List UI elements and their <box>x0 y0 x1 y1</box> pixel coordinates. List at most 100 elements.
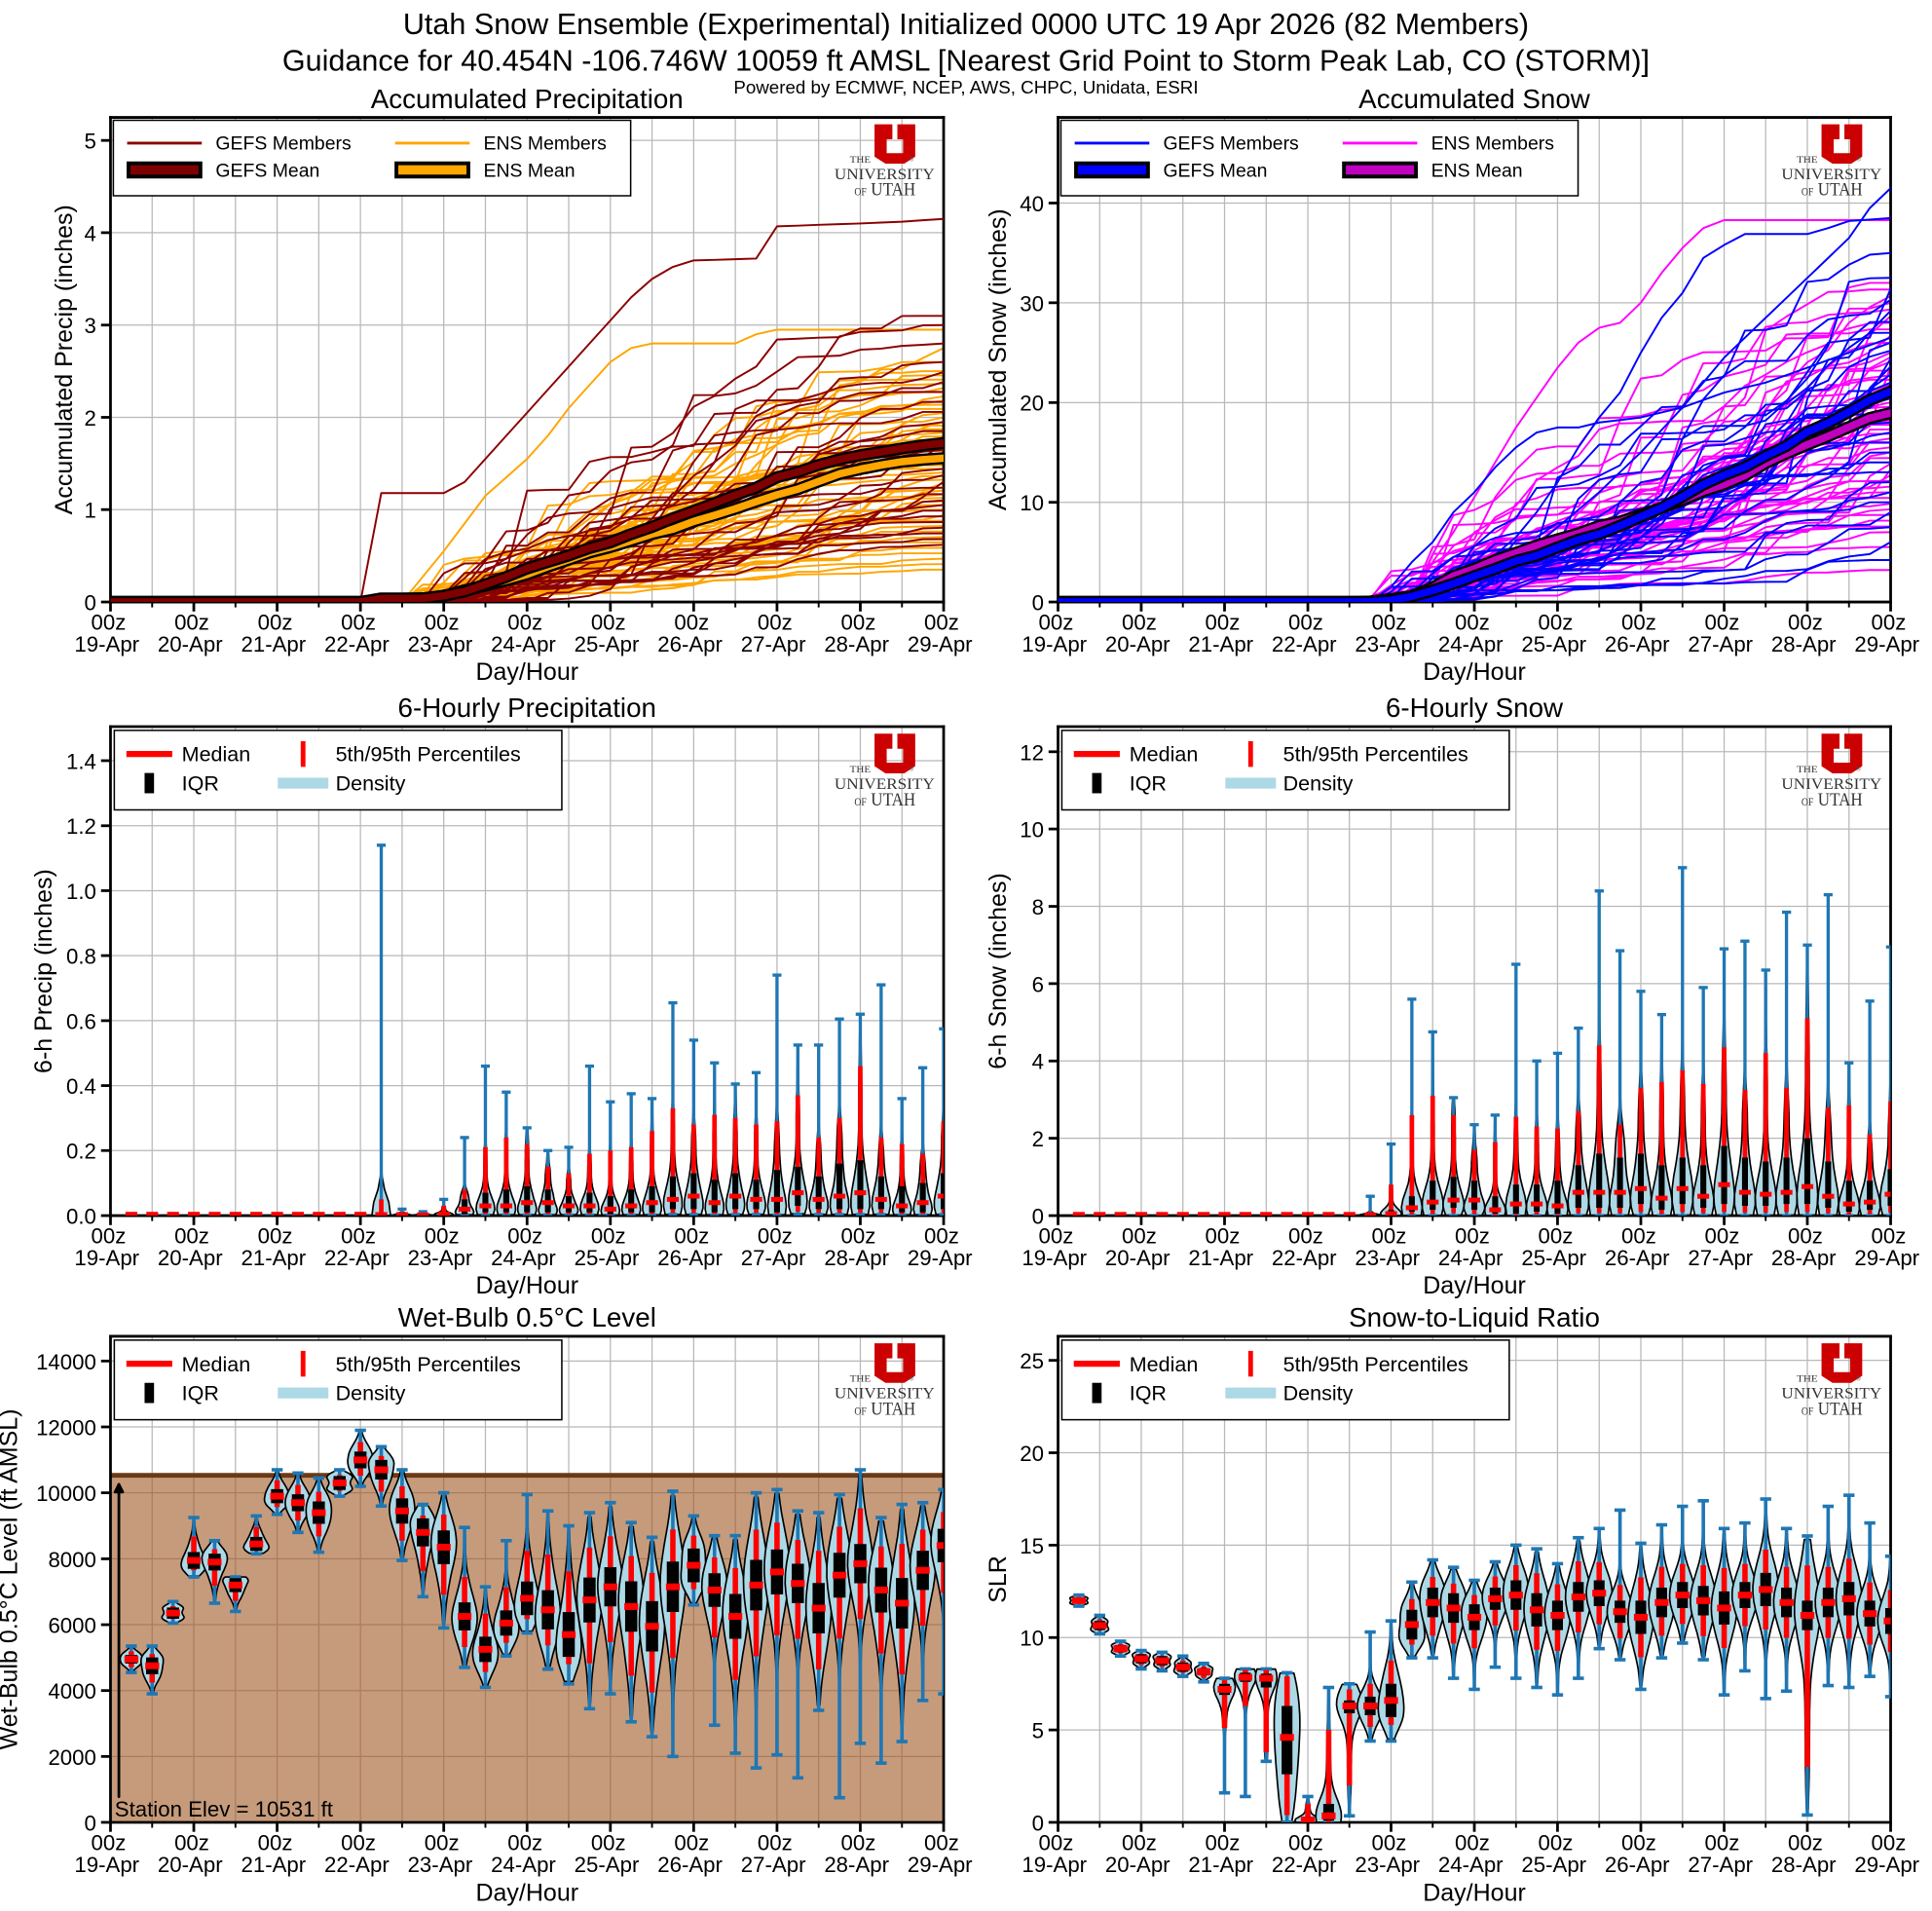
svg-text:10000: 10000 <box>36 1481 96 1506</box>
svg-text:4: 4 <box>85 221 96 245</box>
svg-text:00z: 00z <box>92 1224 127 1249</box>
svg-text:00z: 00z <box>1621 611 1656 635</box>
svg-text:19-Apr: 19-Apr <box>74 1246 139 1270</box>
svg-text:28-Apr: 28-Apr <box>824 632 889 656</box>
svg-text:20-Apr: 20-Apr <box>158 1853 223 1877</box>
svg-text:UNIVERSITY: UNIVERSITY <box>835 776 935 793</box>
svg-text:21-Apr: 21-Apr <box>241 632 306 656</box>
svg-text:23-Apr: 23-Apr <box>408 1246 473 1270</box>
svg-text:00z: 00z <box>758 611 793 635</box>
svg-text:00z: 00z <box>341 611 376 635</box>
svg-text:26-Apr: 26-Apr <box>1605 1246 1670 1270</box>
svg-text:00z: 00z <box>1539 1224 1574 1249</box>
svg-text:10: 10 <box>1020 818 1044 843</box>
svg-text:GEFS Members: GEFS Members <box>1163 133 1299 155</box>
svg-text:Day/Hour: Day/Hour <box>475 1272 578 1299</box>
svg-text:0.4: 0.4 <box>66 1074 96 1099</box>
svg-text:23-Apr: 23-Apr <box>1355 1246 1420 1270</box>
svg-text:5: 5 <box>1032 1719 1044 1743</box>
svg-text:00z: 00z <box>1122 1224 1157 1249</box>
svg-text:25-Apr: 25-Apr <box>575 1853 640 1877</box>
svg-text:IQR: IQR <box>1130 772 1167 796</box>
svg-text:26-Apr: 26-Apr <box>657 1853 723 1877</box>
svg-text:THE: THE <box>850 1373 872 1383</box>
svg-text:Density: Density <box>1283 1382 1354 1405</box>
svg-text:00z: 00z <box>92 611 127 635</box>
svg-text:28-Apr: 28-Apr <box>824 1246 889 1270</box>
svg-text:8: 8 <box>1032 895 1044 919</box>
svg-text:00z: 00z <box>1539 611 1574 635</box>
svg-text:5th/95th Percentiles: 5th/95th Percentiles <box>336 1353 521 1376</box>
svg-text:25-Apr: 25-Apr <box>1521 1853 1586 1877</box>
svg-text:THE: THE <box>1797 765 1818 774</box>
svg-text:®: ® <box>910 157 914 164</box>
svg-text:21-Apr: 21-Apr <box>1188 1246 1253 1270</box>
svg-text:24-Apr: 24-Apr <box>1438 1853 1504 1877</box>
svg-text:Day/Hour: Day/Hour <box>1423 658 1526 686</box>
svg-text:OF: OF <box>854 187 867 199</box>
svg-text:00z: 00z <box>1122 611 1157 635</box>
svg-text:00z: 00z <box>1288 1224 1323 1249</box>
svg-text:00z: 00z <box>258 1831 293 1855</box>
svg-text:®: ® <box>910 1375 914 1382</box>
svg-text:00z: 00z <box>425 611 460 635</box>
svg-text:UNIVERSITY: UNIVERSITY <box>1781 1386 1881 1403</box>
svg-text:00z: 00z <box>1206 1224 1241 1249</box>
svg-text:UTAH: UTAH <box>1818 180 1863 201</box>
svg-text:26-Apr: 26-Apr <box>1605 1853 1670 1877</box>
svg-text:0: 0 <box>85 1811 96 1835</box>
svg-text:OF: OF <box>1802 187 1814 199</box>
svg-text:00z: 00z <box>425 1224 460 1249</box>
svg-text:00z: 00z <box>174 1831 209 1855</box>
svg-text:27-Apr: 27-Apr <box>1688 1246 1753 1270</box>
svg-text:Wet-Bulb 0.5°C Level: Wet-Bulb 0.5°C Level <box>398 1302 656 1332</box>
svg-text:24-Apr: 24-Apr <box>1438 1246 1504 1270</box>
svg-text:Accumulated Snow (inches): Accumulated Snow (inches) <box>985 208 1012 510</box>
svg-text:28-Apr: 28-Apr <box>1771 1246 1837 1270</box>
svg-text:5: 5 <box>85 130 96 154</box>
svg-text:23-Apr: 23-Apr <box>1355 632 1420 656</box>
svg-text:Median: Median <box>182 1353 251 1376</box>
svg-text:4000: 4000 <box>48 1679 95 1704</box>
svg-text:15: 15 <box>1020 1534 1044 1558</box>
svg-text:21-Apr: 21-Apr <box>1188 632 1253 656</box>
svg-text:27-Apr: 27-Apr <box>1688 632 1753 656</box>
svg-text:6: 6 <box>1032 972 1044 996</box>
svg-text:00z: 00z <box>1872 1224 1907 1249</box>
svg-text:00z: 00z <box>1039 1831 1074 1855</box>
svg-text:20: 20 <box>1020 392 1044 416</box>
svg-text:00z: 00z <box>924 611 959 635</box>
svg-text:GEFS Members: GEFS Members <box>215 133 352 155</box>
svg-text:30: 30 <box>1020 291 1044 316</box>
svg-text:22-Apr: 22-Apr <box>324 1853 390 1877</box>
svg-text:00z: 00z <box>674 1831 709 1855</box>
svg-text:00z: 00z <box>591 611 626 635</box>
svg-text:20: 20 <box>1020 1442 1044 1466</box>
svg-text:Day/Hour: Day/Hour <box>475 1879 578 1906</box>
svg-text:27-Apr: 27-Apr <box>1688 1853 1753 1877</box>
svg-text:0.8: 0.8 <box>66 945 96 969</box>
svg-text:0: 0 <box>85 590 96 615</box>
svg-text:0: 0 <box>1032 1811 1044 1835</box>
svg-text:00z: 00z <box>1705 1831 1740 1855</box>
svg-text:0: 0 <box>1032 590 1044 615</box>
svg-text:Day/Hour: Day/Hour <box>1423 1272 1526 1299</box>
svg-text:2000: 2000 <box>48 1745 95 1770</box>
svg-text:20-Apr: 20-Apr <box>1105 1246 1170 1270</box>
svg-text:SLR: SLR <box>985 1555 1012 1603</box>
svg-text:00z: 00z <box>1372 1831 1407 1855</box>
svg-text:20-Apr: 20-Apr <box>1105 1853 1170 1877</box>
svg-text:®: ® <box>1856 1375 1861 1382</box>
svg-text:00z: 00z <box>507 1831 542 1855</box>
svg-text:00z: 00z <box>1039 611 1074 635</box>
svg-text:24-Apr: 24-Apr <box>1438 632 1504 656</box>
svg-text:22-Apr: 22-Apr <box>1272 1246 1337 1270</box>
svg-text:29-Apr: 29-Apr <box>1854 632 1919 656</box>
svg-text:12: 12 <box>1020 740 1044 765</box>
svg-text:25-Apr: 25-Apr <box>1521 632 1586 656</box>
svg-text:THE: THE <box>1797 155 1818 165</box>
svg-text:Station Elev = 10531 ft: Station Elev = 10531 ft <box>115 1797 334 1821</box>
svg-text:Powered by ECMWF, NCEP, AWS, C: Powered by ECMWF, NCEP, AWS, CHPC, Unida… <box>733 77 1198 97</box>
svg-text:Median: Median <box>182 743 251 767</box>
svg-text:25: 25 <box>1020 1349 1044 1373</box>
